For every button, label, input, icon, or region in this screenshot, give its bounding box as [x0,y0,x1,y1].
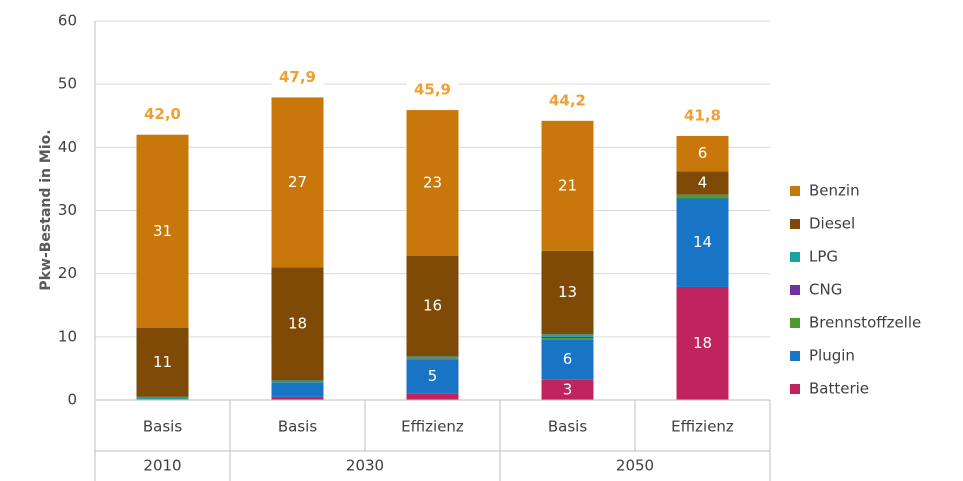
value-label: 4 [698,174,708,192]
total-label-bg [136,103,189,126]
bar-segment [271,396,324,400]
value-label: 18 [288,314,307,332]
value-label: 5 [428,367,438,385]
y-tick-label: 30 [58,201,77,219]
legend-swatch [790,186,800,196]
bar-segment [406,357,459,359]
bar-segment [271,267,324,381]
legend-swatch [790,252,800,262]
x-tick-label: Effizienz [401,418,464,436]
bar-segment [406,358,459,360]
bar-segment [136,327,189,397]
bar-segment [676,195,729,196]
total-label: 41,8 [684,106,721,124]
bar-segment [271,97,324,268]
legend-swatch [790,351,800,361]
total-label-bg [676,104,729,127]
bar-segment [676,198,729,287]
value-label: 6 [698,144,708,162]
bar-segment [271,381,324,382]
bar-segment [406,255,459,357]
x-tick-label: Basis [143,418,182,436]
legend-label: Plugin [809,347,855,365]
bar-segment [541,338,594,340]
legend-label: CNG [809,281,842,299]
value-label: 31 [153,222,172,240]
y-tick-label: 0 [67,391,77,409]
bar-segment [406,110,459,256]
bar-segment [676,195,729,199]
legend-label: LPG [809,248,838,266]
group-label: 2030 [346,457,384,475]
value-label: 6 [563,350,573,368]
total-label: 42,0 [144,105,181,123]
bar-segment [541,336,594,339]
y-tick-label: 10 [58,327,77,345]
bar-segment [541,334,594,337]
value-label: 27 [288,173,307,191]
value-label: 11 [153,353,172,371]
x-tick-label: Basis [278,418,317,436]
legend-swatch [790,285,800,295]
bar-segment [406,356,459,358]
bar-segment [406,393,459,400]
value-label: 23 [423,174,442,192]
bar-segment [676,194,729,196]
bar-segment [271,382,324,397]
legend-label: Batterie [809,380,869,398]
group-label: 2010 [143,457,181,475]
total-label-bg [541,89,594,112]
total-label-bg [406,79,459,102]
bar-segment [541,250,594,335]
group-label: 2050 [616,457,654,475]
value-label: 13 [558,283,577,301]
value-label: 16 [423,297,442,315]
value-label: 18 [693,334,712,352]
bar-segment [541,379,594,400]
total-label: 45,9 [414,81,451,99]
legend-label: Brennstoffzelle [809,314,921,332]
total-label: 47,9 [279,68,316,86]
bar-segment [541,120,594,251]
value-label: 3 [563,380,573,398]
bar-segment [406,359,459,394]
legend-label: Benzin [809,182,860,200]
y-tick-label: 20 [58,264,77,282]
value-label: 21 [558,176,577,194]
x-tick-label: Effizienz [671,418,734,436]
bar-segment [541,339,594,380]
bar-segment [676,171,729,195]
y-axis-label: Pkw-Bestand in Mio. [38,129,54,290]
legend-swatch [790,318,800,328]
bar-segment [676,286,729,400]
total-label-bg [271,66,324,89]
bar-segment [271,381,324,383]
y-tick-label: 60 [58,12,77,30]
bar-segment [676,135,729,172]
y-tick-label: 50 [58,75,77,93]
legend-label: Diesel [809,215,855,233]
legend-swatch [790,219,800,229]
x-tick-label: Basis [548,418,587,436]
bar-segment [136,396,189,400]
bar-segment [271,380,324,382]
total-label: 44,2 [549,91,586,109]
value-label: 14 [693,233,712,251]
bar-segment [136,134,189,328]
legend-swatch [790,384,800,394]
y-tick-label: 40 [58,138,77,156]
